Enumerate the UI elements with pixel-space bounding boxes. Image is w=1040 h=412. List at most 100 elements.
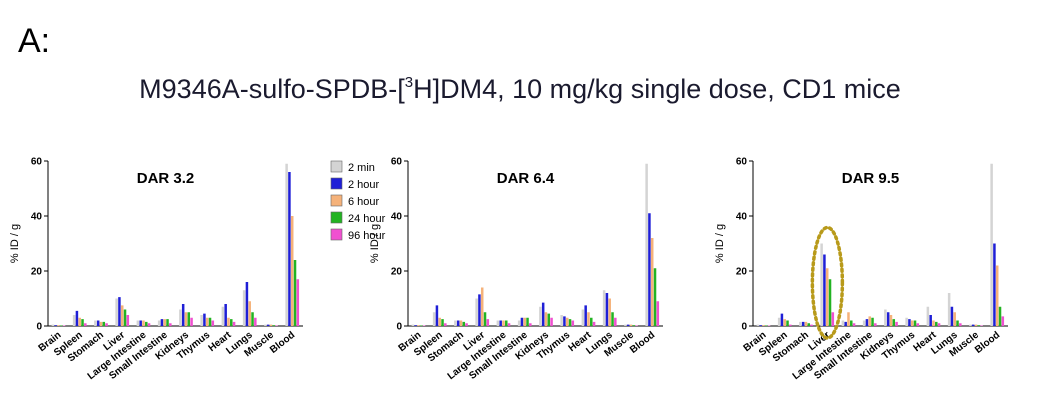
bar-2-min-thymus	[905, 317, 908, 326]
bar-96-hour-muscle	[980, 325, 983, 326]
y-axis-label: % ID / g	[9, 224, 21, 263]
bar-2-hour-blood	[993, 243, 996, 326]
bar-24-hour-brain	[60, 325, 63, 326]
bar-24-hour-lungs	[611, 312, 614, 326]
bar-96-hour-kidneys	[550, 317, 553, 326]
bar-2-min-liver	[475, 298, 478, 326]
bar-2-min-brain	[756, 324, 760, 326]
y-tick-label: 0	[36, 322, 42, 333]
bar-24-hour-blood	[998, 306, 1002, 326]
bar-96-hour-thymus	[211, 320, 215, 326]
bar-2-hour-stomach	[96, 320, 100, 326]
bar-2-min-heart	[926, 306, 930, 326]
bar-2-hour-kidneys	[181, 304, 185, 326]
bar-2-min-spleen	[72, 315, 76, 326]
bar-2-hour-brain	[54, 325, 57, 326]
bar-96-hour-brain	[62, 325, 66, 326]
bar-2-hour-large-intestine	[499, 320, 502, 326]
bar-6-hour-small-intestine	[868, 316, 871, 326]
bar-2-hour-heart	[584, 305, 587, 326]
bar-2-hour-lungs	[950, 306, 954, 326]
bar-6-hour-heart	[587, 312, 590, 326]
bar-96-hour-kidneys	[190, 317, 193, 326]
bar-96-hour-lungs	[614, 317, 617, 326]
bar-6-hour-blood	[290, 216, 294, 326]
bar-96-hour-liver	[126, 315, 130, 326]
bar-24-hour-brain	[765, 325, 768, 326]
y-tick-label: 20	[736, 267, 748, 278]
bar-24-hour-kidneys	[892, 319, 896, 326]
bar-6-hour-brain	[57, 325, 60, 326]
bar-24-hour-blood	[653, 268, 657, 326]
bar-2-min-spleen	[777, 317, 781, 326]
bar-96-hour-spleen	[789, 324, 792, 326]
bar-24-hour-heart	[230, 319, 233, 326]
bar-2-hour-spleen	[435, 305, 439, 326]
bar-6-hour-stomach	[99, 321, 103, 326]
bar-6-hour-muscle	[629, 324, 633, 326]
bar-2-hour-brain	[759, 325, 762, 326]
bar-2-min-lungs	[242, 290, 246, 326]
bar-6-hour-liver	[480, 287, 484, 326]
bar-6-hour-large-intestine	[502, 320, 505, 326]
bar-96-hour-blood	[296, 279, 300, 326]
bar-2-hour-liver	[823, 254, 826, 326]
bar-6-hour-thymus	[910, 320, 914, 326]
bar-2-hour-thymus	[203, 313, 206, 326]
bar-2-hour-kidneys	[886, 312, 890, 326]
y-tick-label: 20	[31, 267, 43, 278]
bar-24-hour-stomach	[807, 323, 811, 326]
legend-swatch-24-hour	[330, 211, 343, 224]
bar-2-hour-stomach	[456, 320, 460, 326]
title-part-1: M9346A-sulfo-SPDB-[	[139, 74, 405, 104]
bar-2-hour-large-intestine	[844, 321, 847, 326]
bar-2-hour-muscle	[971, 324, 975, 326]
bar-2-hour-brain	[414, 325, 417, 326]
bar-2-min-large-intestine	[136, 320, 140, 326]
bar-2-hour-spleen	[75, 310, 79, 326]
bar-6-hour-large-intestine	[142, 320, 145, 326]
bar-24-hour-muscle	[272, 325, 276, 326]
bar-2-min-stomach	[454, 320, 457, 326]
legend-swatch-6-hour	[330, 194, 343, 207]
legend-label-96-hour: 96 hour	[348, 230, 386, 242]
bar-96-hour-liver	[486, 319, 490, 326]
bar-2-min-spleen	[432, 312, 436, 326]
figure-title: M9346A-sulfo-SPDB-[3H]DM4, 10 mg/kg sing…	[0, 74, 1040, 105]
bar-24-hour-stomach	[102, 321, 106, 326]
bar-2-min-thymus	[200, 315, 203, 326]
bar-24-hour-small-intestine	[526, 317, 529, 326]
bar-6-hour-muscle	[974, 324, 978, 326]
bar-2-min-small-intestine	[157, 320, 161, 326]
bar-6-hour-brain	[762, 325, 765, 326]
bar-96-hour-small-intestine	[169, 323, 172, 326]
bar-96-hour-small-intestine	[529, 323, 532, 326]
bar-2-min-lungs	[602, 290, 606, 326]
bar-2-min-heart	[581, 309, 585, 326]
bar-2-hour-large-intestine	[139, 320, 142, 326]
bar-96-hour-small-intestine	[874, 323, 877, 326]
y-tick-label: 0	[396, 322, 402, 333]
bar-6-hour-stomach	[459, 320, 463, 326]
bar-2-min-brain	[411, 324, 415, 326]
bar-6-hour-lungs	[248, 301, 251, 326]
category-label-blood: Blood	[973, 330, 1002, 356]
title-part-2: H]DM4, 10 mg/kg single dose, CD1 mice	[413, 74, 901, 104]
y-tick-label: 0	[741, 322, 747, 333]
bar-24-hour-liver	[483, 312, 487, 326]
bar-2-min-brain	[51, 324, 55, 326]
category-label-blood: Blood	[268, 330, 297, 356]
title-superscript: 3	[404, 74, 414, 91]
bar-24-hour-small-intestine	[871, 317, 874, 326]
bar-2-min-liver	[115, 298, 118, 326]
y-tick-label: 60	[736, 157, 748, 168]
bar-6-hour-liver	[120, 305, 124, 326]
bar-96-hour-heart	[232, 321, 236, 326]
bar-2-hour-stomach	[801, 321, 805, 326]
bar-96-hour-muscle	[275, 325, 278, 326]
bar-96-hour-blood	[1001, 316, 1005, 326]
bar-24-hour-large-intestine	[145, 321, 148, 326]
bar-6-hour-thymus	[205, 317, 209, 326]
bar-2-hour-heart	[224, 304, 227, 326]
